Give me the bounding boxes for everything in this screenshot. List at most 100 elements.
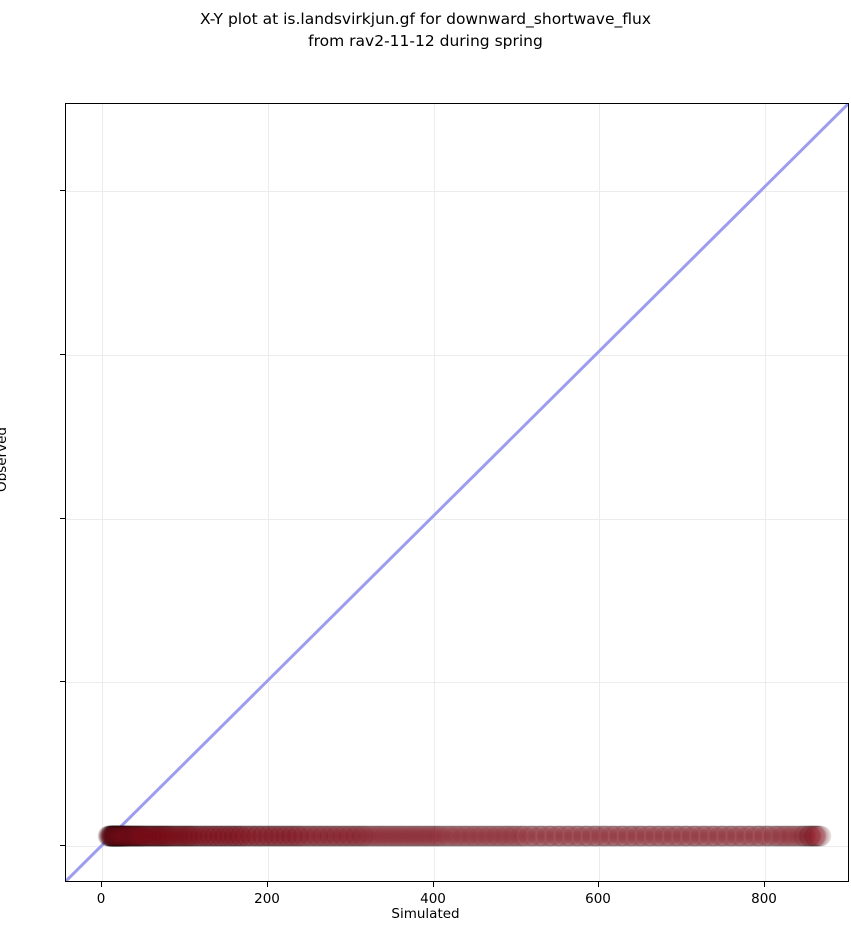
- scatter-point: [668, 825, 690, 847]
- scatter-point: [118, 825, 140, 847]
- scatter-point: [492, 825, 514, 847]
- scatter-point: [338, 825, 360, 847]
- scatter-point: [245, 825, 267, 847]
- scatter-point: [261, 825, 283, 847]
- scatter-point: [142, 825, 165, 847]
- scatter-point: [106, 825, 128, 847]
- scatter-point: [682, 825, 704, 847]
- scatter-point: [609, 825, 631, 847]
- scatter-point: [791, 825, 813, 847]
- scatter-point: [104, 825, 126, 847]
- scatter-point: [496, 825, 519, 847]
- scatter-point: [770, 825, 792, 847]
- scatter-point: [471, 825, 493, 847]
- scatter-point: [240, 825, 262, 847]
- scatter-point: [572, 825, 594, 847]
- scatter-point: [327, 825, 349, 847]
- scatter-point: [168, 825, 190, 847]
- scatter-point: [594, 825, 617, 847]
- scatter-point: [718, 825, 740, 847]
- scatter-point: [138, 825, 160, 847]
- scatter-point: [339, 825, 361, 847]
- scatter-point: [695, 825, 717, 847]
- scatter-point: [144, 825, 166, 847]
- scatter-point: [657, 825, 679, 847]
- x-axis-label: Simulated: [391, 906, 460, 922]
- scatter-point: [164, 825, 186, 847]
- scatter-point: [324, 825, 346, 847]
- scatter-point: [746, 825, 768, 847]
- scatter-point: [487, 825, 509, 847]
- scatter-point: [112, 825, 134, 847]
- scatter-point: [326, 825, 348, 847]
- scatter-point: [700, 825, 722, 847]
- scatter-point: [784, 825, 806, 847]
- scatter-point: [569, 825, 592, 847]
- scatter-point: [271, 825, 293, 847]
- scatter-point: [364, 825, 386, 847]
- scatter-point: [123, 825, 145, 847]
- scatter-point: [793, 825, 815, 847]
- scatter-point: [103, 825, 126, 847]
- scatter-point: [114, 825, 137, 847]
- scatter-point: [240, 825, 262, 847]
- scatter-point: [281, 825, 303, 847]
- scatter-point: [103, 825, 125, 847]
- scatter-point: [239, 825, 261, 847]
- scatter-point: [581, 825, 603, 847]
- scatter-point: [721, 825, 743, 847]
- scatter-point: [237, 825, 259, 847]
- scatter-point: [126, 825, 148, 847]
- scatter-point: [511, 825, 533, 847]
- scatter-point: [101, 825, 123, 847]
- scatter-point: [800, 825, 822, 847]
- scatter-point: [518, 825, 540, 847]
- scatter-point: [522, 825, 544, 847]
- scatter-point: [198, 825, 221, 847]
- scatter-point: [113, 825, 136, 847]
- scatter-point: [145, 825, 167, 847]
- reference-line: [66, 104, 848, 881]
- scatter-point: [287, 825, 309, 847]
- scatter-point: [99, 825, 121, 847]
- scatter-point: [764, 825, 786, 847]
- scatter-point: [311, 825, 334, 847]
- scatter-point: [777, 825, 799, 847]
- scatter-point: [799, 825, 821, 847]
- scatter-point: [178, 825, 201, 847]
- scatter-point: [124, 825, 146, 847]
- scatter-point: [704, 825, 726, 847]
- scatter-point: [714, 825, 736, 847]
- scatter-point: [238, 825, 260, 847]
- scatter-point: [639, 825, 661, 847]
- scatter-point: [493, 825, 515, 847]
- gridline-x-600: [599, 104, 601, 881]
- scatter-point: [768, 825, 790, 847]
- scatter-point: [173, 825, 196, 847]
- scatter-point: [225, 825, 247, 847]
- scatter-point: [231, 825, 253, 847]
- scatter-point: [156, 825, 178, 847]
- scatter-point: [170, 825, 192, 847]
- scatter-point: [100, 825, 123, 847]
- scatter-point: [480, 825, 502, 847]
- scatter-point: [117, 825, 139, 847]
- scatter-point: [249, 825, 271, 847]
- scatter-point: [149, 825, 171, 847]
- scatter-point: [268, 825, 290, 847]
- scatter-point: [131, 825, 154, 847]
- scatter-point: [213, 825, 235, 847]
- scatter-point: [206, 825, 228, 847]
- scatter-point: [137, 825, 159, 847]
- scatter-point: [671, 825, 694, 847]
- scatter-point: [501, 825, 523, 847]
- scatter-point: [220, 825, 242, 847]
- scatter-point: [666, 825, 688, 847]
- scatter-point: [809, 825, 831, 847]
- scatter-point: [119, 825, 141, 847]
- scatter-point: [118, 825, 140, 847]
- scatter-point: [799, 825, 821, 847]
- scatter-point: [593, 825, 615, 847]
- scatter-point: [274, 825, 297, 847]
- scatter-point: [302, 825, 324, 847]
